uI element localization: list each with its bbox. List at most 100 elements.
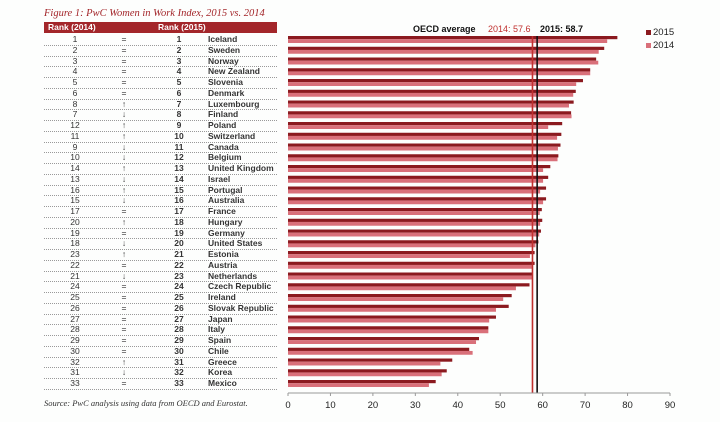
country-name: Mexico [208,378,237,388]
rank-2015: 23 [174,270,184,281]
bar-2015 [288,347,470,351]
rank-2015: 27 [174,313,184,324]
bar-2014 [288,372,442,377]
rank-2015: 25 [174,292,184,302]
rank-2015: 12 [174,152,184,163]
rank-change: = [121,292,127,302]
table-row: 4 = 4 New Zealand [44,66,277,78]
rank-change: = [121,313,127,324]
rank-change: ↑ [121,356,127,367]
legend-label: 2015 [653,27,675,38]
figure-title: Figure 1: PwC Women in Work Index, 2015 … [44,8,265,19]
bar-2014 [288,307,496,312]
table-row: 29 = 29 Spain [44,335,277,347]
rank-2015: 16 [174,195,184,206]
bar-2015 [288,36,618,40]
bar-2015 [288,79,583,83]
bar-2014 [288,39,608,43]
bar-2015 [288,143,561,147]
bar-2015 [288,315,496,319]
country-name: Slovak Republic [208,302,274,313]
rank-change: ↓ [121,195,127,206]
rank-change: = [121,34,127,44]
rank-2015: 30 [174,345,184,356]
x-tick-label: 60 [537,400,548,411]
bar-2014 [288,275,533,280]
bar-2014 [288,71,591,76]
rank-change: = [121,227,127,238]
rank-2014: 19 [70,227,80,238]
country-name: Israel [208,173,231,184]
x-tick-label: 30 [410,400,421,411]
country-name: United States [208,238,263,249]
rank-change: = [121,324,127,335]
country-name: Spain [208,335,232,345]
rank-2015: 19 [174,227,184,238]
bar-2015 [288,358,453,362]
rank-2015: 2 [176,44,182,55]
bar-2015 [288,272,533,276]
bar-2015 [288,304,509,308]
bar-2014 [288,146,558,151]
country-name: Netherlands [208,270,258,281]
x-tick-label: 90 [665,400,676,411]
country-name: Canada [208,141,239,152]
bar-2014 [288,361,441,366]
rank-change: ↓ [121,238,127,249]
bar-2014 [288,135,558,140]
bar-2014 [288,168,544,172]
rank-2014: 20 [70,216,80,227]
rank-2015: 5 [176,77,182,87]
table-row: 16 ↑ 15 Portugal [44,185,277,197]
rank-2014: 25 [70,292,80,302]
bar-2014 [288,232,540,237]
source-note: Source: PwC analysis using data from OEC… [44,398,248,408]
rank-2015: 1 [176,34,182,44]
country-name: Luxembourg [208,98,260,109]
rank-2014: 31 [70,367,80,378]
bar-2014 [288,211,540,215]
x-tick-label: 50 [495,400,506,411]
rank-2015: 26 [174,302,184,313]
table-row: 22 = 22 Austria [44,260,277,272]
table-row: 6 = 6 Denmark [44,88,277,100]
rank-2015: 13 [174,163,184,173]
rank-change: = [121,55,127,66]
country-name: Germany [208,227,245,238]
table-row: 32 ↑ 31 Greece [44,357,277,369]
x-tick-label: 80 [622,400,633,411]
bar-2015 [288,165,551,169]
rank-2015: 18 [174,216,184,227]
country-name: Estonia [208,249,239,259]
oecd-average-label: OECD average [413,24,476,34]
rank-2014: 12 [70,120,80,130]
bar-2014 [288,125,549,129]
rank-change: = [121,335,127,345]
bar-2015 [288,122,563,126]
bar-2015 [288,240,539,244]
bar-2014 [288,286,516,291]
legend-swatch-2014 [646,42,651,48]
rank-change: = [121,259,127,270]
country-name: Sweden [208,44,241,55]
rank-2014: 32 [70,356,80,367]
table-row: 31 ↓ 32 Korea [44,367,277,379]
rank-2014: 10 [70,152,80,163]
rank-2014: 26 [70,302,80,313]
table-row: 20 ↑ 18 Hungary [44,217,277,229]
rank-2015: 3 [176,55,182,66]
bar-2014 [288,157,558,162]
table-row: 5 = 5 Slovenia [44,77,277,89]
x-tick-label: 70 [580,400,591,411]
bar-2014 [288,350,473,355]
rank-change: = [121,206,127,216]
bar-2014 [288,264,533,269]
rank-2014: 24 [70,281,80,292]
rank-change: ↓ [121,367,127,378]
bar-2015 [288,46,605,50]
rank-2014: 18 [70,238,80,249]
rank-2014: 8 [72,98,78,109]
bar-2015 [288,186,547,190]
rank-2014: 16 [70,184,80,195]
